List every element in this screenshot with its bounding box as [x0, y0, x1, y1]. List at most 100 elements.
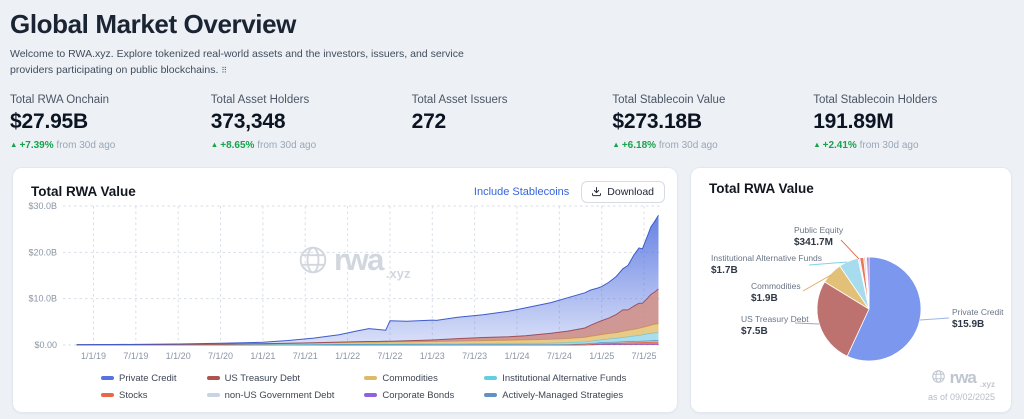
stat-value: 272: [411, 109, 447, 133]
cards-row: Total RWA Value Include Stablecoins Down…: [12, 166, 1012, 413]
stat-label: Total RWA Onchain: [10, 93, 110, 106]
x-axis-label: 1/1/22: [335, 351, 360, 361]
legend-swatch: [206, 376, 220, 380]
callout-value: $7.5B: [741, 326, 768, 338]
x-axis-label: 1/1/19: [81, 351, 106, 361]
legend-swatch: [364, 393, 378, 397]
stat-label: Total Asset Issuers: [411, 93, 508, 106]
legend-label: Corporate Bonds: [382, 389, 455, 401]
legend-item[interactable]: non-US Government Debt: [206, 389, 335, 401]
y-axis-label: $10.0B: [28, 293, 57, 303]
up-triangle-icon: ▲: [612, 139, 620, 149]
legend-label: Institutional Alternative Funds: [502, 372, 627, 384]
legend-label: Stocks: [119, 389, 148, 401]
callout-value: $1.9B: [751, 293, 778, 305]
callout-line: [919, 317, 950, 320]
pie-card-title: Total RWA Value: [709, 180, 814, 196]
callout-label: Public Equity: [794, 224, 844, 235]
pie-slice[interactable]: [846, 256, 922, 361]
legend-swatch: [484, 376, 498, 380]
pie-card-header: Total RWA Value: [691, 168, 1011, 196]
legend-label: Private Credit: [119, 372, 177, 384]
x-axis-label: 7/1/24: [547, 351, 572, 361]
pie-slice[interactable]: [866, 256, 870, 309]
legend-item[interactable]: Actively-Managed Strategies: [484, 390, 626, 401]
stat-total-asset-issuers: Total Asset Issuers 272: [412, 94, 613, 151]
legend-item[interactable]: US Treasury Debt: [206, 372, 335, 384]
y-axis-label: $20.0B: [28, 247, 57, 257]
area-card-header: Total RWA Value Include Stablecoins Down…: [13, 168, 677, 203]
stat-delta: ▲ +6.18% from 30d ago: [612, 139, 718, 151]
legend-swatch: [206, 393, 220, 397]
callout-value: $15.9B: [952, 319, 985, 331]
as-of-date: as of 09/02/2025: [927, 391, 995, 402]
x-axis-label: 1/1/20: [166, 351, 191, 361]
stat-total-rwa-onchain: Total RWA Onchain $27.95B ▲ +7.39% from 3…: [10, 94, 211, 151]
legend-item[interactable]: Corporate Bonds: [364, 390, 454, 401]
legend-swatch: [484, 393, 498, 397]
callout-line: [840, 239, 860, 259]
download-icon: [591, 186, 602, 197]
area-chart[interactable]: $0.00 $10.0B $20.0B $30.0B 1/1/19 7/1/19 1/1/2…: [13, 198, 679, 370]
stat-value: 191.89M: [813, 109, 894, 133]
pie-card-footer: rwa .xyz as of 09/02/2025: [928, 369, 995, 402]
x-axis-label: 1/1/21: [250, 351, 275, 361]
x-axis-label: 7/1/19: [123, 351, 148, 361]
callout-value: $1.7B: [711, 265, 738, 277]
dots-grid-icon: ⠿: [221, 66, 227, 76]
stat-value: $27.95B: [10, 109, 88, 133]
legend-swatch: [101, 376, 114, 380]
stat-label: Total Stablecoin Holders: [813, 93, 938, 106]
legend-label: US Treasury Debt: [224, 372, 301, 384]
area-band[interactable]: [76, 214, 659, 345]
up-triangle-icon: ▲: [813, 139, 821, 149]
pie-callout: Private Credit $15.9B: [952, 307, 1004, 333]
callout-label: Institutional Alternative Funds: [711, 252, 823, 263]
legend-item[interactable]: Commodities: [364, 373, 454, 384]
legend-swatch: [364, 376, 378, 380]
area-chart-legend: Private Credit Stocks US Treasury Debt non-…: [13, 373, 677, 401]
up-triangle-icon: ▲: [210, 139, 219, 149]
stat-total-stablecoin-holders: Total Stablecoin Holders 191.89M ▲ +2.41%…: [813, 94, 1014, 151]
area-band-edge: [76, 214, 659, 345]
legend-item[interactable]: Stocks: [101, 390, 177, 401]
area-card-title: Total RWA Value: [31, 184, 136, 200]
legend-label: non-US Government Debt: [224, 389, 335, 401]
stat-label: Total Stablecoin Value: [612, 93, 726, 106]
stat-total-stablecoin-value: Total Stablecoin Value $273.18B ▲ +6.18% …: [612, 94, 813, 151]
pie-callout: Commodities $1.9B: [751, 281, 801, 307]
callout-label: Commodities: [751, 280, 801, 291]
stat-delta: ▲ +7.39% from 30d ago: [10, 139, 116, 151]
total-rwa-value-pie-card: Total RWA Value rwa .xyz as of 09/02/202…: [690, 166, 1012, 413]
stat-delta: ▲ +8.65% from 30d ago: [210, 139, 317, 151]
x-axis-label: 7/1/20: [208, 351, 233, 361]
legend-label: Commodities: [382, 372, 438, 384]
legend-label: Actively-Managed Strategies: [502, 389, 624, 401]
stat-value: 373,348: [210, 109, 286, 133]
stat-value: $273.18B: [612, 109, 702, 133]
callout-label: Private Credit: [952, 306, 1004, 317]
stats-row: Total RWA Onchain $27.95B ▲ +7.39% from 3…: [0, 94, 1024, 151]
area-band-edge: [76, 288, 659, 345]
y-axis-label: $30.0B: [28, 201, 57, 211]
globe-icon: [931, 369, 946, 389]
x-axis-label: 7/1/23: [462, 351, 487, 361]
page-subtitle: Welcome to RWA.xyz. Explore tokenized re…: [10, 48, 464, 77]
stat-delta: ▲ +2.41% from 30d ago: [813, 139, 919, 151]
download-button[interactable]: Download: [581, 180, 665, 203]
pie-callout: US Treasury Debt $7.5B: [741, 314, 809, 340]
pie-callout: Public Equity $341.7M: [794, 225, 843, 251]
y-axis-label: $0.00: [34, 340, 57, 350]
legend-item[interactable]: Private Credit: [101, 373, 177, 384]
x-axis-label: 7/1/22: [377, 351, 402, 361]
x-axis-label: 7/1/21: [293, 351, 318, 361]
rwa-logo: rwa .xyz: [928, 369, 995, 389]
legend-item[interactable]: Institutional Alternative Funds: [484, 373, 626, 384]
callout-label: US Treasury Debt: [741, 313, 809, 324]
pie-callout: Institutional Alternative Funds $1.7B: [711, 253, 822, 279]
x-axis-label: 1/1/23: [420, 351, 445, 361]
include-stablecoins-link[interactable]: Include Stablecoins: [473, 185, 570, 198]
callout-value: $341.7M: [794, 237, 833, 249]
legend-swatch: [101, 393, 114, 397]
stat-label: Total Asset Holders: [210, 93, 310, 106]
